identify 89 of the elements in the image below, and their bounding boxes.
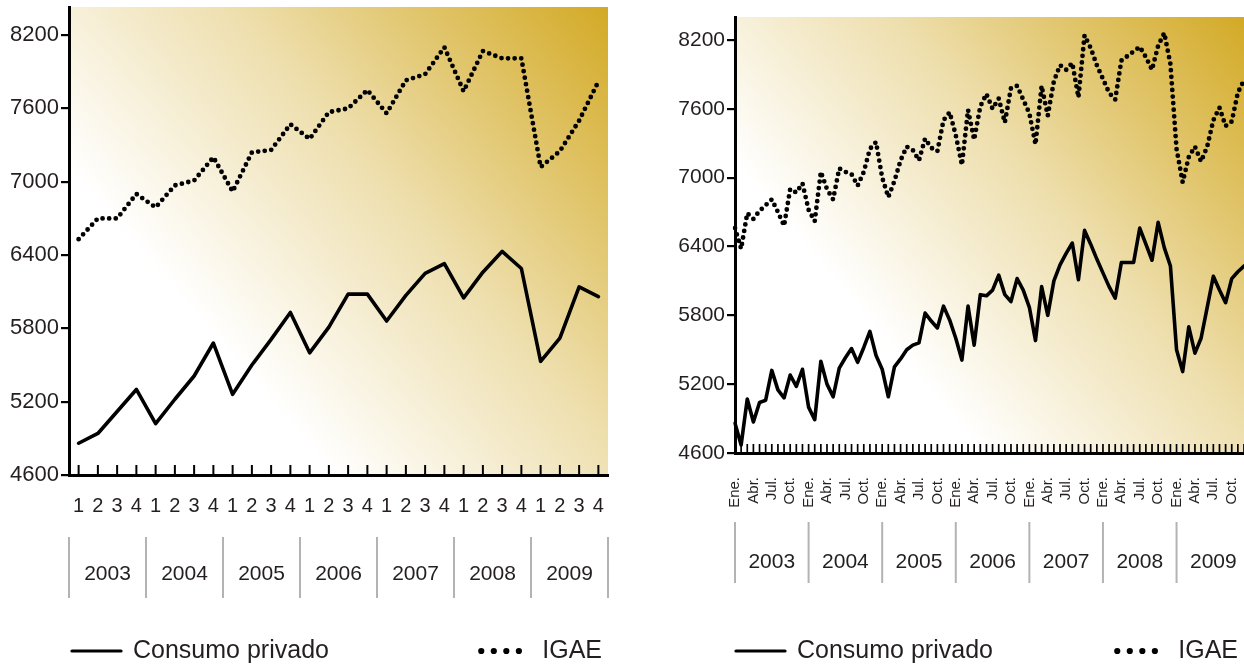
x-tick-label: 4 xyxy=(207,493,219,516)
x-tick-label: Abr. xyxy=(1111,477,1129,504)
x-tick-label: 4 xyxy=(592,493,604,516)
x-tick-label: Oct. xyxy=(1001,477,1019,505)
x-tick-label: Ene. xyxy=(725,477,743,508)
x-tick-label: Oct. xyxy=(1074,477,1092,505)
x-tick-label: Ene. xyxy=(1166,477,1184,508)
x-tick-label: 2 xyxy=(554,493,566,516)
text: 2009 xyxy=(1189,548,1237,572)
x-tick-label: 3 xyxy=(265,493,277,516)
text: 2003 xyxy=(748,548,796,572)
x-tick-label: 4 xyxy=(361,493,373,516)
x-tick-label: 3 xyxy=(573,493,585,516)
x-tick-label: 4 xyxy=(130,493,142,516)
x-tick-label: Jul. xyxy=(1203,477,1221,501)
legend-label: IGAE xyxy=(542,634,603,663)
y-tick-label: 4600 xyxy=(678,439,725,463)
text: 2004 xyxy=(161,560,209,584)
x-tick-label: Ene. xyxy=(1093,477,1111,508)
x-tick-label: 1 xyxy=(73,493,85,516)
x-tick-label: Oct. xyxy=(853,477,871,505)
x-tick-label: 2 xyxy=(477,493,489,516)
y-tick-label: 5200 xyxy=(678,370,725,394)
x-tick-label: 3 xyxy=(342,493,354,516)
y-tick-label: 5800 xyxy=(678,302,725,326)
y-tick-label: 8200 xyxy=(678,26,725,50)
x-tick-label: 2 xyxy=(246,493,258,516)
x-tick-label: Ene. xyxy=(1019,477,1037,508)
line-series xyxy=(76,44,601,242)
text: 2008 xyxy=(1116,548,1164,572)
text: 2004 xyxy=(822,548,870,572)
text: 2009 xyxy=(546,560,593,584)
y-tick-label: 6400 xyxy=(10,241,59,267)
x-tick-label: Jul. xyxy=(909,477,927,501)
text: 2005 xyxy=(238,560,285,584)
y-tick-label: 7600 xyxy=(10,94,59,120)
x-tick-label: 3 xyxy=(419,493,431,516)
x-tick-label: 2 xyxy=(400,493,412,516)
text: 2006 xyxy=(315,560,362,584)
x-tick-label: Ene. xyxy=(872,477,890,508)
y-tick-label: 7000 xyxy=(10,167,59,193)
text: 2007 xyxy=(392,560,439,584)
x-tick-label: 4 xyxy=(515,493,527,516)
x-tick-label: Oct. xyxy=(1148,477,1166,505)
text: 2007 xyxy=(1042,548,1090,572)
x-tick-label: Jul. xyxy=(761,477,779,501)
x-tick-label: Oct. xyxy=(927,477,945,505)
x-tick-label: Jul. xyxy=(1129,477,1147,501)
x-tick-label: Ene. xyxy=(798,477,816,508)
legend-label: Consumo privado xyxy=(797,634,993,663)
y-tick-label: 4600 xyxy=(10,461,59,487)
x-tick-label: 2 xyxy=(323,493,335,516)
x-tick-label: 3 xyxy=(111,493,123,516)
x-tick-label: 2 xyxy=(169,493,181,516)
y-tick-label: 8200 xyxy=(10,21,59,47)
text: 2008 xyxy=(469,560,516,584)
x-tick-label: 1 xyxy=(458,493,470,516)
x-tick-label: 3 xyxy=(188,493,200,516)
y-tick-label: 7600 xyxy=(678,95,725,119)
legend-label: IGAE xyxy=(1178,634,1239,663)
x-tick-label: 2 xyxy=(92,493,104,516)
x-tick-label: Ene. xyxy=(945,477,963,508)
y-tick-label: 5200 xyxy=(10,387,59,413)
x-tick-label: Abr. xyxy=(1037,477,1055,504)
y-tick-label: 6400 xyxy=(678,233,725,257)
x-tick-label: 4 xyxy=(438,493,450,516)
x-tick-label: 1 xyxy=(535,493,547,516)
text: 2006 xyxy=(969,548,1016,572)
x-tick-label: 3 xyxy=(496,493,508,516)
x-tick-label: Abr. xyxy=(743,477,761,504)
x-tick-label: Abr. xyxy=(890,477,908,504)
x-tick-label: Jul. xyxy=(835,477,853,501)
legend-label: Consumo privado xyxy=(133,634,329,663)
text: 2005 xyxy=(895,548,943,572)
x-tick-label: 1 xyxy=(381,493,393,516)
x-tick-label: Jul. xyxy=(1056,477,1074,501)
x-tick-label: Jul. xyxy=(982,477,1000,501)
x-tick-label: Abr. xyxy=(1185,477,1203,504)
x-tick-label: 4 xyxy=(284,493,296,516)
x-tick-label: 1 xyxy=(227,493,239,516)
x-tick-label: Oct. xyxy=(1221,477,1239,505)
y-tick-label: 5800 xyxy=(10,314,59,340)
x-tick-label: Abr. xyxy=(817,477,835,504)
x-tick-label: Abr. xyxy=(964,477,982,504)
x-tick-label: Oct. xyxy=(780,477,798,505)
text: 2003 xyxy=(84,560,131,584)
y-tick-label: 7000 xyxy=(678,164,725,188)
x-tick-label: 1 xyxy=(150,493,162,516)
x-tick-label: 1 xyxy=(304,493,316,516)
